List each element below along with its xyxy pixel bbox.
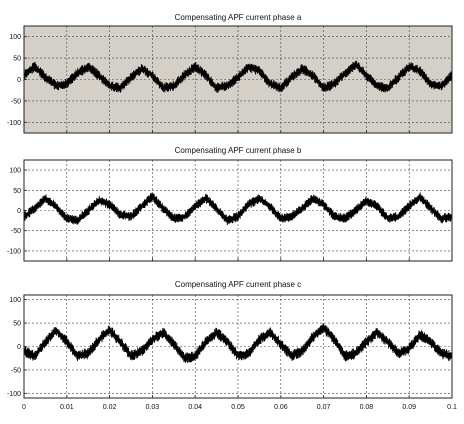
y-tick-label: 0 [17,77,21,84]
x-tick-label: 0 [22,404,26,411]
y-tick-label: -50 [11,228,21,235]
panel-phase-c: Compensating APF current phase c 100500-… [7,280,457,411]
x-tick-label: 0.04 [188,404,202,411]
y-tick-label: -100 [7,391,21,398]
panel-title: Compensating APF current phase a [175,13,302,22]
y-tick-label: 100 [9,297,21,304]
panel-title: Compensating APF current phase c [175,280,301,289]
waveform-line [23,192,453,226]
y-tick-label: -100 [7,248,21,255]
x-tick-label: 0.05 [231,404,245,411]
y-tick-label: 50 [13,188,21,195]
x-tick-label: 0.02 [103,404,117,411]
y-tick-label: 100 [9,168,21,175]
y-tick-label: 100 [9,34,21,41]
y-tick-label: 0 [17,208,21,215]
x-tick-label: 0.08 [360,404,374,411]
y-tick-label: 50 [13,321,21,328]
waveform-line [23,60,453,93]
x-tick-label: 0.03 [146,404,160,411]
waveform-line [23,323,453,364]
x-tick-label: 0.1 [447,404,457,411]
y-tick-label: -50 [11,98,21,105]
panel-phase-b: Compensating APF current phase b 100 50 0 -… [7,146,453,262]
x-tick-label: 0.09 [402,404,416,411]
y-tick-label: 0 [17,344,21,351]
panel-title: Compensating APF current phase b [175,146,302,155]
panel-phase-a: Compensating APF current phase a 100 50 0 -… [7,13,453,134]
y-tick-label: -50 [11,367,21,374]
y-tick-label: 50 [13,56,21,63]
x-tick-label: 0.07 [317,404,331,411]
y-tick-label: -100 [7,120,21,127]
x-tick-label: 0.01 [60,404,74,411]
x-tick-label: 0.06 [274,404,288,411]
